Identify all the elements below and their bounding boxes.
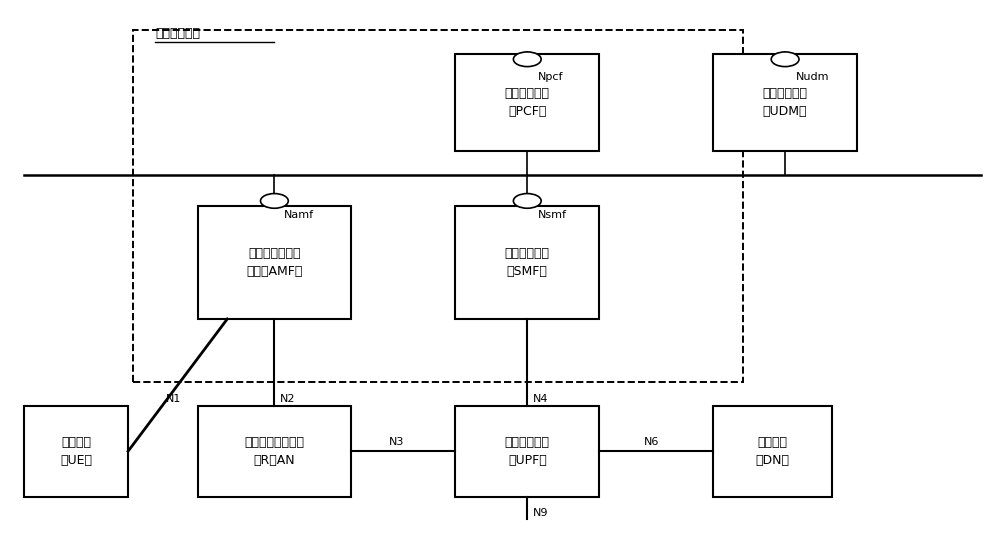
Text: N2: N2: [280, 394, 295, 403]
Text: 会话管理功能
（SMF）: 会话管理功能 （SMF）: [505, 247, 550, 278]
Text: （无线）接入网络
（R）AN: （无线）接入网络 （R）AN: [244, 436, 304, 467]
Text: 接入和移动管理
功能（AMF）: 接入和移动管理 功能（AMF）: [246, 247, 303, 278]
Circle shape: [771, 52, 799, 67]
Text: N6: N6: [644, 437, 659, 447]
Text: N1: N1: [166, 394, 181, 403]
Text: N3: N3: [389, 437, 404, 447]
FancyBboxPatch shape: [198, 206, 351, 319]
FancyBboxPatch shape: [455, 54, 599, 151]
Circle shape: [513, 193, 541, 208]
Text: 用户设备
（UE）: 用户设备 （UE）: [60, 436, 92, 467]
FancyBboxPatch shape: [198, 406, 351, 497]
Text: 控制策略功能
（PCF）: 控制策略功能 （PCF）: [505, 87, 550, 118]
Text: Nsmf: Nsmf: [538, 210, 567, 220]
Text: 控制平面功能: 控制平面功能: [155, 27, 200, 40]
Text: Npcf: Npcf: [538, 71, 563, 82]
Circle shape: [261, 193, 288, 208]
Text: Nudm: Nudm: [796, 71, 829, 82]
Text: 用户平面功能
（UPF）: 用户平面功能 （UPF）: [505, 436, 550, 467]
Text: 统一数据管理
（UDM）: 统一数据管理 （UDM）: [763, 87, 808, 118]
Text: N9: N9: [533, 508, 548, 518]
Circle shape: [513, 52, 541, 67]
FancyBboxPatch shape: [713, 54, 857, 151]
FancyBboxPatch shape: [455, 206, 599, 319]
Text: N4: N4: [533, 394, 548, 403]
FancyBboxPatch shape: [455, 406, 599, 497]
Text: Namf: Namf: [284, 210, 314, 220]
Text: 数据网络
（DN）: 数据网络 （DN）: [756, 436, 790, 467]
FancyBboxPatch shape: [24, 406, 128, 497]
FancyBboxPatch shape: [713, 406, 832, 497]
